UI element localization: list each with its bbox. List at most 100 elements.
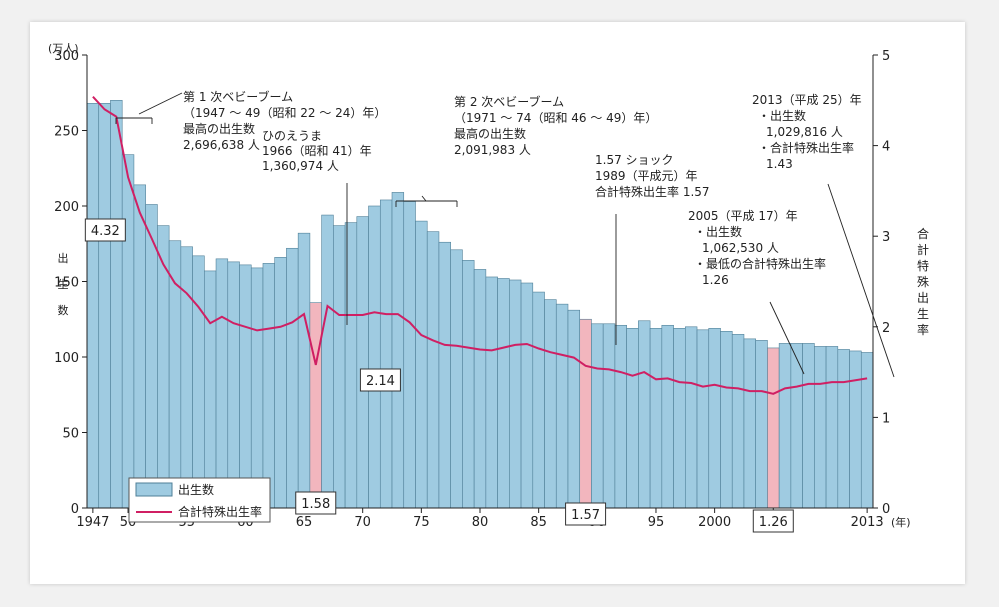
left-axis-title: 数 [58,304,69,317]
birth-chart: 0501001502002503000123451947505560657075… [48,42,929,533]
annotation-boom1: 最高の出生数 [183,121,255,136]
x-tick-label: 70 [354,515,371,530]
right-tick-label: 3 [882,230,890,245]
chart-card: 0501001502002503000123451947505560657075… [30,22,965,584]
bar-1979 [462,260,475,509]
bar-2003 [743,338,756,509]
left-axis-title: 生 [58,277,69,291]
value-label-box [359,368,401,392]
annotation-boom2: （1971 ～ 74（昭和 46 ～ 49）年） [454,111,657,125]
left-tick-label: 50 [62,427,79,442]
annotation-2005: ・出生数 [694,224,742,239]
bar-1947 [86,103,100,509]
left-tick-label: 200 [54,200,79,215]
bar-1968 [333,225,346,509]
bar-1970 [356,216,369,509]
left-tick-label: 100 [54,351,79,366]
bar-1976 [426,231,440,509]
left-axis-unit: (万人) [48,42,79,55]
right-axis-title: 計 [917,242,929,257]
bar-1963 [274,257,287,509]
bar-1955 [180,246,193,509]
annotation-hinoeuma: 1,360,974 人 [262,159,339,173]
bar-1998 [684,326,698,509]
bar-1990 [591,323,604,509]
bar-2013 [860,352,874,509]
bar-1994 [638,320,651,509]
right-axis-title: 出 [917,291,929,305]
annotation-157-shock: 合計特殊出生率 1.57 [595,184,710,199]
bar-1961 [250,267,264,509]
legend-label-tfr: 合計特殊出生率 [178,504,262,519]
left-tick-label: 250 [54,125,79,140]
bar-2000 [708,328,721,509]
bar-1978 [450,249,463,509]
value-label-2005: 1.26 [759,515,788,530]
annotation-boom2: 2,091,983 人 [454,143,531,157]
right-axis-title: 合 [917,226,929,241]
left-axis-title: 出 [58,251,69,265]
right-axis-title: 特 [917,258,929,273]
annotation-2013: 1,029,816 人 [766,125,843,139]
bar-1975 [415,220,428,509]
bar-1988 [567,309,581,509]
bar-2008 [802,343,815,509]
annotation-2005: 1.26 [702,273,729,287]
bar-1982 [497,278,510,509]
annotation-2005: 1,062,530 人 [702,241,779,255]
value-label-1989: 1.57 [571,508,600,523]
bar-1981 [485,276,498,509]
legend-label-births: 出生数 [178,482,214,497]
annotation-hinoeuma: 1966（昭和 41）年 [262,144,372,158]
bar-1984 [520,282,534,509]
annotation-157-shock: 1989（平成元）年 [595,169,698,183]
bar-1964 [286,247,299,509]
bar-1997 [673,328,686,509]
x-tick-label: 65 [296,515,313,530]
bar-2010 [825,346,839,509]
bar-1972 [379,199,393,509]
right-tick-label: 5 [882,49,890,64]
bar-1960 [239,264,252,509]
annotation-2013: 2013（平成 25）年 [752,93,862,107]
annotation-boom2: 第 2 次ベビーブーム [454,94,564,109]
annotation-157-shock: 1.57 ショック [595,153,674,167]
annotation-boom1: 第 1 次ベビーブーム [183,89,293,104]
bar-highlight-2005 [767,347,780,509]
bar-1952 [145,204,158,509]
bar-1967 [321,214,334,509]
bar-1953 [157,225,170,509]
bar-1951 [133,184,146,509]
bar-1959 [227,261,240,509]
bar-1973 [391,192,405,509]
bar-1992 [614,324,627,509]
annotation-hinoeuma: ひのえうま [262,129,322,143]
bar-1957 [204,270,217,509]
value-label-1966: 1.58 [301,497,330,512]
bar-1948 [98,103,111,509]
bar-1974 [403,201,416,509]
annotation-leader [769,301,805,375]
annotation-boom1: （1947 ～ 49（昭和 22 ～ 24）年） [183,106,386,120]
left-tick-label: 300 [54,49,79,64]
value-label-1949: 4.32 [91,224,120,239]
right-tick-label: 0 [882,502,890,517]
bar-1980 [473,269,487,509]
bar-1999 [696,329,710,509]
bar-1991 [602,323,616,509]
value-label-box [752,509,794,533]
bar-1987 [555,303,569,509]
x-tick-label: 2000 [698,515,731,530]
bar-highlight-1966 [309,302,322,509]
x-tick-label: 2013 [851,515,884,530]
bar-1977 [438,241,451,509]
x-axis-unit: (年) [891,515,911,529]
right-axis-title: 殊 [917,274,929,289]
bar-1996 [661,324,674,509]
annotation-2005: 2005（平成 17）年 [688,209,798,223]
annotation-2005: ・最低の合計特殊出生率 [694,256,826,271]
annotation-boom1: 2,696,638 人 [183,138,260,152]
bar-2004 [755,340,768,509]
annotation-leader [138,92,183,115]
right-axis-title: 率 [917,322,929,337]
